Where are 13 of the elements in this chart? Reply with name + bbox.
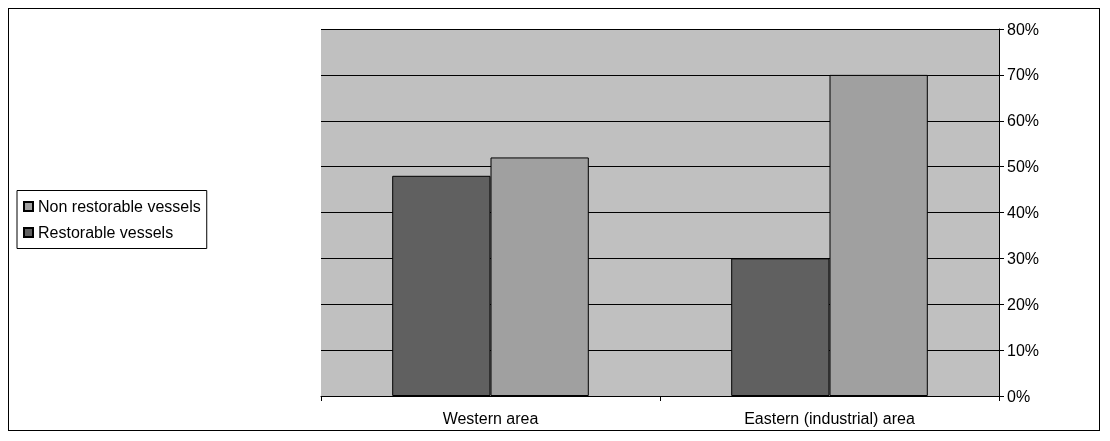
legend-label: Non restorable vessels bbox=[38, 198, 201, 215]
y-tick-label: 0% bbox=[1007, 387, 1031, 405]
y-tick-label: 30% bbox=[1007, 249, 1040, 267]
y-tick-label: 70% bbox=[1007, 66, 1040, 84]
y-tick-label: 40% bbox=[1007, 204, 1040, 221]
y-tick-label: 50% bbox=[1007, 158, 1040, 176]
y-tick-label: 20% bbox=[1007, 295, 1040, 313]
legend-label: Restorable vessels bbox=[38, 224, 174, 241]
y-tick-label: 60% bbox=[1007, 112, 1040, 130]
y-tick-label: 10% bbox=[1007, 341, 1040, 359]
x-tick-label: Western area bbox=[442, 409, 539, 427]
x-tick-label: Eastern (industrial) area bbox=[744, 409, 915, 427]
y-tick-label: 80% bbox=[1007, 20, 1040, 38]
